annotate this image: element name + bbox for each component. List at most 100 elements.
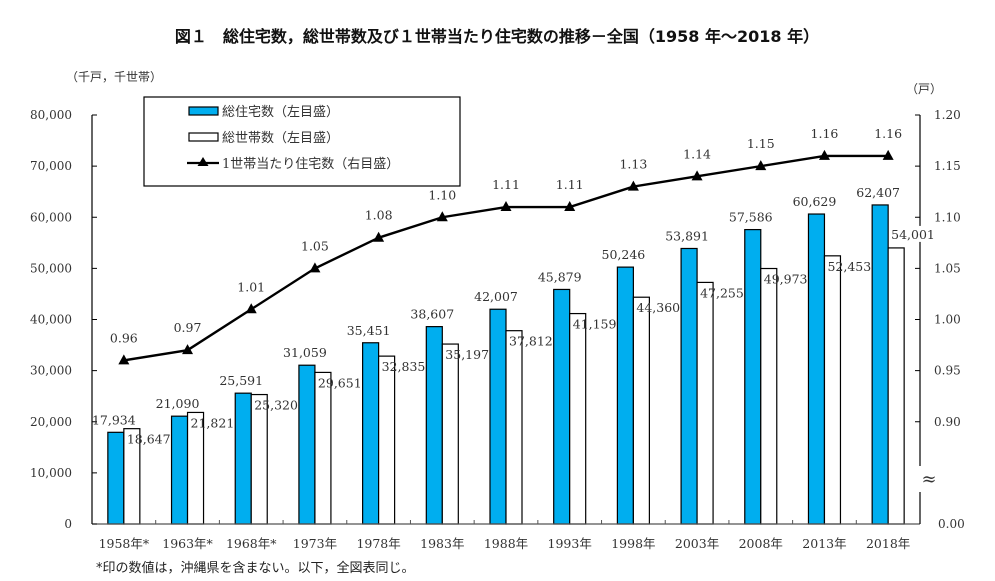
bars-layer xyxy=(107,204,905,525)
bar-total-housing xyxy=(744,228,762,525)
data-label-total-households: 18,647 xyxy=(127,432,171,447)
data-label-per-household: 1.13 xyxy=(619,157,647,172)
data-label-total-households: 47,255 xyxy=(700,285,744,300)
line-point-triangle-marker xyxy=(818,149,830,160)
line-point-triangle-marker xyxy=(500,201,512,212)
footnote: *印の数値は，沖縄県を含まない。以下，全図表同じ。 xyxy=(96,560,415,576)
x-axis-category-label: 2008年 xyxy=(739,536,783,551)
left-axis-tick-label: 80,000 xyxy=(30,108,72,122)
line-point-triangle-marker xyxy=(309,262,321,273)
left-axis-tick-label: 20,000 xyxy=(30,415,72,429)
data-label-total-households: 54,001 xyxy=(891,227,935,242)
data-label-total-housing: 31,059 xyxy=(283,345,327,360)
right-axis-tick-label: 1.00 xyxy=(934,313,961,327)
right-axis-tick-label: 1.05 xyxy=(934,261,961,275)
data-label-per-household: 1.11 xyxy=(492,177,520,192)
bar-total-households xyxy=(378,355,396,525)
bar-total-households xyxy=(887,247,905,525)
data-label-per-household: 1.08 xyxy=(365,208,393,223)
bar-total-housing xyxy=(807,213,826,525)
data-label-per-household: 1.01 xyxy=(237,279,265,294)
line-point-triangle-marker xyxy=(245,303,257,314)
data-label-total-households: 44,360 xyxy=(636,300,680,315)
legend-swatch-total-housing xyxy=(188,106,219,116)
line-point-triangle-marker xyxy=(436,211,448,222)
data-label-per-household: 1.05 xyxy=(301,238,329,253)
data-label-total-households: 29,651 xyxy=(318,375,362,390)
legend-label-total-households: 総世帯数（左目盛） xyxy=(222,131,339,146)
data-label-total-housing: 45,879 xyxy=(538,269,582,284)
left-axis-unit-label: （千戸，千世帯） xyxy=(66,70,162,84)
x-axis-category-label: 2013年 xyxy=(802,536,846,551)
data-label-total-housing: 17,934 xyxy=(92,412,136,427)
bar-total-housing xyxy=(871,204,889,525)
data-label-total-households: 41,159 xyxy=(573,317,617,332)
data-label-total-housing: 53,891 xyxy=(665,228,709,243)
right-axis-tick-label: 1.15 xyxy=(934,159,961,173)
data-label-per-household: 0.96 xyxy=(110,330,138,345)
right-axis-tick-label: 0.95 xyxy=(934,364,961,378)
labels-layer: 1958年* 1963年* 1968年* 1973年 1978年 1983年 1988年 19… xyxy=(92,126,938,551)
data-label-per-household: 1.11 xyxy=(556,177,584,192)
bar-total-households xyxy=(696,281,714,525)
legend-label-per-household: 1世帯当たり住宅数（右目盛） xyxy=(222,157,399,172)
bar-total-households xyxy=(441,343,459,525)
data-label-total-housing: 57,586 xyxy=(729,210,773,225)
data-label-per-household: 0.97 xyxy=(174,320,202,335)
x-axis-category-label: 1968年* xyxy=(226,536,277,551)
legend: 総住宅数（左目盛） 総世帯数（左目盛） 1世帯当たり住宅数（右目盛） xyxy=(143,96,461,187)
left-axis-tick-label: 70,000 xyxy=(30,159,72,173)
bar-total-housing xyxy=(680,247,698,525)
data-label-background xyxy=(889,225,938,242)
data-label-total-housing: 38,607 xyxy=(410,307,454,322)
data-label-total-housing: 62,407 xyxy=(856,185,900,200)
right-axis-unit-label: （戸） xyxy=(906,82,942,96)
bar-total-households xyxy=(505,330,523,525)
data-label-total-households: 35,197 xyxy=(445,347,489,362)
data-label-total-households: 37,812 xyxy=(509,334,553,349)
data-label-total-housing: 42,007 xyxy=(474,289,518,304)
axis-break-icon: ≈ xyxy=(921,469,936,490)
bar-total-households xyxy=(760,267,778,525)
bar-total-households xyxy=(314,371,332,525)
left-axis-tick-label: 30,000 xyxy=(30,364,72,378)
left-axis-tick-label: 10,000 xyxy=(30,466,72,480)
bar-total-housing xyxy=(107,431,125,525)
x-axis-category-label: 1963年* xyxy=(162,536,213,551)
bar-total-housing xyxy=(489,308,507,525)
x-axis-category-label: 2003年 xyxy=(675,536,719,551)
data-label-total-households: 32,835 xyxy=(382,359,426,374)
line-point-triangle-marker xyxy=(564,201,576,212)
bar-total-housing xyxy=(553,288,571,525)
x-axis-category-label: 1998年 xyxy=(611,536,655,551)
axes-layer: ≈0 10,000 20,000 30,000 40,000 50,000 60,000 70… xyxy=(30,108,965,531)
x-axis-category-label: 1978年 xyxy=(356,536,400,551)
data-label-per-household: 1.15 xyxy=(747,136,775,151)
bar-total-housing xyxy=(362,342,380,525)
line-point-triangle-marker xyxy=(882,149,894,160)
right-axis-tick-label: 1.20 xyxy=(934,108,961,122)
right-axis-tick-label: 1.10 xyxy=(934,210,961,224)
right-axis-tick-label: 0.90 xyxy=(934,415,961,429)
left-axis-tick-label: 0 xyxy=(64,517,72,531)
bar-total-households xyxy=(632,296,650,525)
x-axis-category-label: 1973年 xyxy=(293,536,337,551)
right-axis-zero-label: 0.00 xyxy=(938,517,965,531)
data-label-per-household: 1.16 xyxy=(874,126,902,141)
bar-total-housing xyxy=(616,266,634,525)
chart-title: 図１ 総住宅数，総世帯数及び１世帯当たり住宅数の推移－全国（1958 年～201… xyxy=(175,27,819,46)
line-layer xyxy=(118,149,894,365)
x-axis-category-label: 1993年 xyxy=(548,536,592,551)
line-point-triangle-marker xyxy=(627,180,639,191)
line-point-triangle-marker xyxy=(182,344,194,355)
data-label-total-housing: 25,591 xyxy=(219,373,263,388)
x-axis-category-label: 1958年* xyxy=(99,536,150,551)
x-axis-category-label: 2018年 xyxy=(866,536,910,551)
bar-total-households xyxy=(569,312,587,525)
bar-total-housing xyxy=(425,326,443,525)
data-label-total-housing: 60,629 xyxy=(793,194,837,209)
data-label-total-housing: 35,451 xyxy=(347,323,391,338)
data-label-per-household: 1.16 xyxy=(811,126,839,141)
left-axis-tick-label: 40,000 xyxy=(30,313,72,327)
